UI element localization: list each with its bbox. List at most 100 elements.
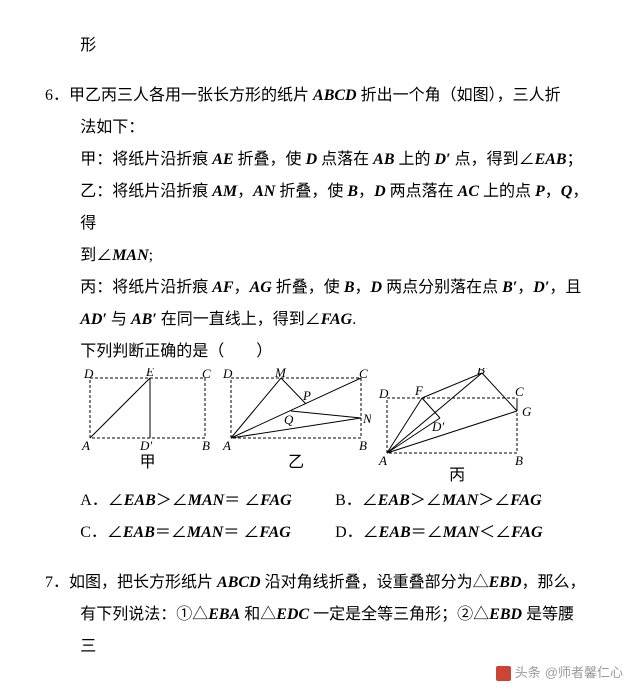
text: 和△	[240, 606, 276, 623]
q6-number: 6．	[45, 87, 69, 104]
t: D．∠	[335, 524, 379, 541]
text: .	[352, 311, 356, 328]
var: D	[374, 183, 386, 200]
label-B: B	[202, 438, 210, 453]
var: B	[344, 279, 355, 296]
text: 有下列说法：①△	[80, 606, 208, 623]
t: ＞∠	[410, 492, 442, 509]
t: ＝∠	[411, 524, 443, 541]
caption-jia: 甲	[80, 453, 215, 472]
label-A: A	[222, 438, 231, 453]
text: ，	[234, 279, 250, 296]
v: EAB	[378, 492, 410, 509]
var: AC	[458, 183, 479, 200]
text: 在同一直线上，得到∠	[157, 311, 321, 328]
caption-yi: 乙	[221, 453, 371, 472]
var: EBD	[489, 606, 522, 623]
q6-line3: 甲：将纸片沿折痕 AE 折叠，使 D 点落在 AB 上的 D′ 点，得到∠EAB…	[45, 144, 590, 176]
v: EAB	[124, 492, 156, 509]
text: 法如下：	[80, 119, 144, 136]
label-Q: Q	[284, 412, 294, 427]
text: 一定是全等三角形；②△	[309, 606, 489, 623]
var: P	[535, 183, 545, 200]
label-E: E	[145, 368, 154, 379]
paragraph-fragment: 形	[45, 30, 590, 62]
text: ，	[545, 183, 561, 200]
text: 甲：将纸片沿折痕	[80, 151, 212, 168]
text: ，	[358, 183, 374, 200]
text: 甲乙丙三人各用一张长方形的纸片	[69, 87, 313, 104]
options-row-2: C．∠EAB＝∠MAN＝ ∠FAG D．∠EAB＝∠MAN＜∠FAG	[45, 517, 590, 549]
text: 如图，把长方形纸片	[69, 574, 217, 591]
text: 点落在	[317, 151, 373, 168]
v: FAG	[511, 524, 542, 541]
var: B′	[502, 279, 517, 296]
text: ，	[237, 183, 253, 200]
text: 上的点	[479, 183, 535, 200]
option-c: C．∠EAB＝∠MAN＝ ∠FAG	[80, 517, 335, 549]
watermark: 头条 @师者馨仁心	[496, 660, 623, 686]
text: 两点分别落在点	[382, 279, 502, 296]
q7-line2: 有下列说法：①△EBA 和△EDC 一定是全等三角形；②△EBD 是等腰三	[45, 599, 590, 663]
diagram-bing: D F B′ C G D′ A B	[377, 368, 537, 466]
var: D	[371, 279, 383, 296]
figure-yi: D M C P Q N A B 乙	[221, 368, 371, 485]
text: ;	[149, 247, 153, 264]
text: 折叠，使	[272, 279, 344, 296]
var: EBD	[489, 574, 522, 591]
t: ＝ ∠	[224, 492, 260, 509]
option-d: D．∠EAB＝∠MAN＜∠FAG	[335, 517, 590, 549]
v: EAB	[379, 524, 411, 541]
text: 折叠，使	[234, 151, 306, 168]
figure-jia: D E C A D′ B 甲	[80, 368, 215, 485]
label-N: N	[362, 411, 371, 426]
var: FAG	[321, 311, 352, 328]
q6-line1: 6．甲乙丙三人各用一张长方形的纸片 ABCD 折出一个角（如图），三人折	[45, 80, 590, 112]
caption-bing: 丙	[377, 466, 537, 485]
v: EAB	[123, 524, 155, 541]
var: EAB	[535, 151, 567, 168]
var: AM	[212, 183, 237, 200]
options-row-1: A．∠EAB＞∠MAN＝ ∠FAG B．∠EAB＞∠MAN＞∠FAG	[45, 485, 590, 517]
var: EBA	[208, 606, 240, 623]
label-A: A	[378, 453, 387, 466]
q7-number: 7．	[45, 574, 69, 591]
v: FAG	[259, 524, 290, 541]
label-M: M	[274, 368, 287, 380]
label-B: B	[515, 453, 523, 466]
figure-row: D E C A D′ B 甲 D M	[45, 368, 590, 485]
var: D′	[435, 151, 451, 168]
label-G: G	[522, 404, 532, 419]
text: 与	[107, 311, 131, 328]
label-Bp: B′	[477, 368, 488, 377]
label-C: C	[515, 384, 524, 399]
text: 下列判断正确的是（ ）	[80, 343, 272, 360]
v: MAN	[442, 492, 478, 509]
q6-line4: 乙：将纸片沿折痕 AM，AN 折叠，使 B，D 两点落在 AC 上的点 P，Q，…	[45, 176, 590, 240]
var: D	[306, 151, 318, 168]
label-A: A	[81, 438, 90, 453]
q6-line2: 法如下：	[45, 112, 590, 144]
text: 丙：将纸片沿折痕	[80, 279, 212, 296]
t: ＜∠	[479, 524, 511, 541]
diagram-yi: D M C P Q N A B	[221, 368, 371, 453]
t: ＞∠	[478, 492, 510, 509]
text: ，且	[549, 279, 581, 296]
v: MAN	[443, 524, 479, 541]
label-B: B	[359, 438, 367, 453]
label-Dp: D′	[431, 419, 444, 434]
var: B	[347, 183, 358, 200]
var-abcd: ABCD	[313, 87, 357, 104]
text: 点，得到∠	[451, 151, 535, 168]
text: 两点落在	[386, 183, 458, 200]
var: Q	[561, 183, 573, 200]
var: AN	[253, 183, 275, 200]
wm-brand: 头条	[515, 660, 541, 686]
label-D: D	[222, 368, 233, 381]
v: FAG	[260, 492, 291, 509]
var: AD′	[80, 311, 107, 328]
toutiao-icon	[496, 666, 511, 681]
text: 沿对角线折叠，设重叠部分为△	[261, 574, 489, 591]
text: 到∠	[80, 247, 112, 264]
text: 折出一个角（如图），三人折	[357, 87, 561, 104]
